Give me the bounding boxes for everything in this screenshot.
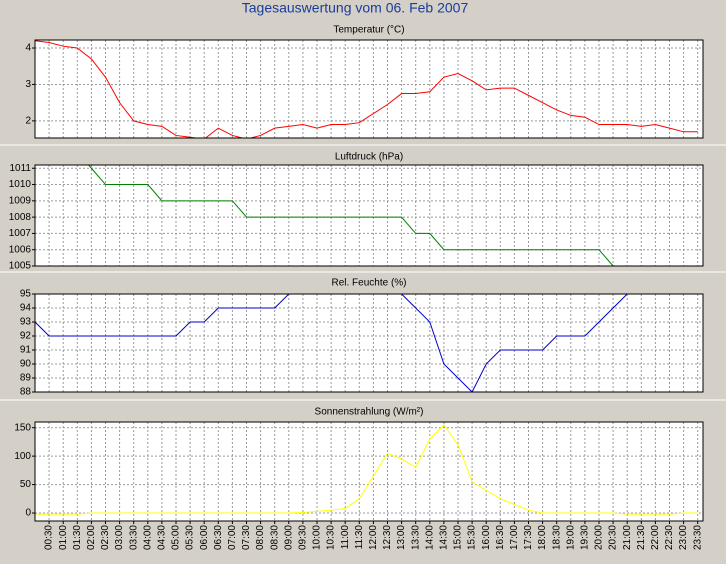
x-tick-label: 22:30 <box>664 525 675 550</box>
y-tick-label: 1008 <box>9 212 32 223</box>
y-tick-label: 1007 <box>9 228 32 239</box>
x-tick-label: 17:30 <box>523 525 534 550</box>
series <box>87 165 614 266</box>
x-tick-label: 16:00 <box>481 525 492 550</box>
line <box>35 424 698 515</box>
x-tick-label: 09:30 <box>298 525 309 550</box>
x-tick-label: 22:00 <box>650 525 661 550</box>
y-tick-label: 93 <box>20 317 32 328</box>
x-tick-label: 03:30 <box>128 525 139 550</box>
y-tick-label: 1006 <box>9 244 32 255</box>
x-tick-label: 11:00 <box>340 525 351 550</box>
y-tick-label: 89 <box>20 373 32 384</box>
y-tick-label: 100 <box>14 451 31 462</box>
plot-border <box>34 164 704 267</box>
x-tick-label: 11:30 <box>354 525 365 550</box>
series <box>35 424 698 515</box>
x-tick-label: 18:00 <box>537 525 548 550</box>
x-tick-label: 19:00 <box>565 525 576 550</box>
plot-area <box>35 422 703 521</box>
x-tick-label: 03:00 <box>114 525 125 550</box>
x-tick-label: 01:30 <box>72 525 83 550</box>
page-title: Tagesauswertung vom 06. Feb 2007 <box>242 0 469 16</box>
y-tick-label: 90 <box>20 359 32 370</box>
line <box>35 294 628 392</box>
x-tick-label: 04:30 <box>157 525 168 550</box>
x-tick-label: 02:30 <box>100 525 111 550</box>
x-tick-label: 14:30 <box>439 525 450 550</box>
line <box>35 40 698 138</box>
y-tick-label: 1011 <box>9 163 31 174</box>
y-tick-label: 50 <box>20 479 32 490</box>
x-tick-label: 23:00 <box>678 525 689 550</box>
x-tick-label: 00:30 <box>44 525 55 550</box>
x-tick-label: 15:30 <box>467 525 478 550</box>
x-tick-label: 07:00 <box>227 525 238 550</box>
line <box>87 165 614 266</box>
y-tick-label: 2 <box>25 116 31 127</box>
y-tick-label: 1005 <box>9 261 32 272</box>
x-tick-label: 10:00 <box>312 525 323 550</box>
plot-border <box>34 39 704 139</box>
series <box>35 40 698 138</box>
y-tick-label: 4 <box>25 43 31 54</box>
chart-title: Temperatur (°C) <box>333 25 404 36</box>
x-tick-label: 08:30 <box>269 525 280 550</box>
x-tick-label: 12:30 <box>382 525 393 550</box>
x-tick-label: 14:00 <box>424 525 435 550</box>
y-tick-label: 1009 <box>9 195 32 206</box>
x-tick-label: 21:30 <box>636 525 647 550</box>
x-tick-label: 06:00 <box>199 525 210 550</box>
y-tick-label: 91 <box>20 345 32 356</box>
plot-border <box>34 421 704 522</box>
y-tick-label: 150 <box>14 422 31 433</box>
x-tick-label: 12:00 <box>368 525 379 550</box>
x-tick-label: 01:00 <box>58 525 69 550</box>
x-tick-label: 18:30 <box>551 525 562 550</box>
chart-title: Rel. Feuchte (%) <box>331 278 406 289</box>
y-tick-label: 3 <box>25 79 31 90</box>
x-tick-label: 19:30 <box>580 525 591 550</box>
x-tick-label: 10:30 <box>326 525 337 550</box>
x-tick-label: 20:00 <box>594 525 605 550</box>
plot-border <box>34 293 704 393</box>
y-tick-label: 88 <box>20 387 32 398</box>
y-tick-label: 0 <box>25 508 31 519</box>
x-tick-label: 07:30 <box>241 525 252 550</box>
x-tick-label: 17:00 <box>509 525 520 550</box>
x-tick-label: 06:30 <box>213 525 224 550</box>
x-tick-label: 08:00 <box>255 525 266 550</box>
x-tick-label: 05:30 <box>185 525 196 550</box>
x-tick-label: 23:30 <box>692 525 703 550</box>
y-tick-label: 95 <box>20 289 32 300</box>
plot-area <box>35 165 703 266</box>
plot-area <box>35 40 703 138</box>
y-tick-label: 1010 <box>9 179 32 190</box>
x-tick-label: 04:00 <box>142 525 153 550</box>
chart-title: Luftdruck (hPa) <box>335 152 403 163</box>
y-tick-label: 94 <box>20 303 32 314</box>
x-tick-label: 13:30 <box>410 525 421 550</box>
chart-title: Sonnenstrahlung (W/m²) <box>315 407 424 418</box>
series <box>35 294 628 392</box>
y-tick-label: 92 <box>20 331 32 342</box>
x-tick-label: 05:00 <box>171 525 182 550</box>
x-tick-label: 09:00 <box>283 525 294 550</box>
plot-area <box>35 294 703 392</box>
x-tick-label: 20:30 <box>608 525 619 550</box>
x-tick-label: 13:00 <box>396 525 407 550</box>
x-tick-label: 21:00 <box>622 525 633 550</box>
x-tick-label: 02:00 <box>86 525 97 550</box>
x-tick-label: 16:30 <box>495 525 506 550</box>
x-tick-label: 15:00 <box>453 525 464 550</box>
